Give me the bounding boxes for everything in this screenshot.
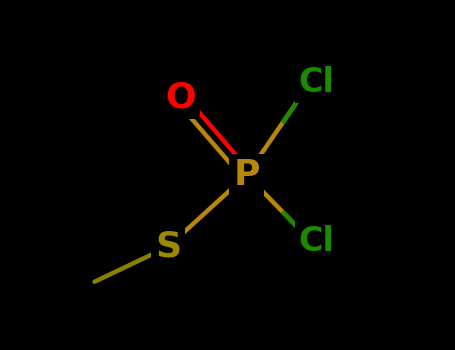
- Text: O: O: [165, 81, 196, 115]
- Text: Cl: Cl: [299, 66, 335, 99]
- Text: Cl: Cl: [299, 225, 335, 258]
- Text: S: S: [155, 230, 181, 264]
- Text: P: P: [233, 158, 260, 192]
